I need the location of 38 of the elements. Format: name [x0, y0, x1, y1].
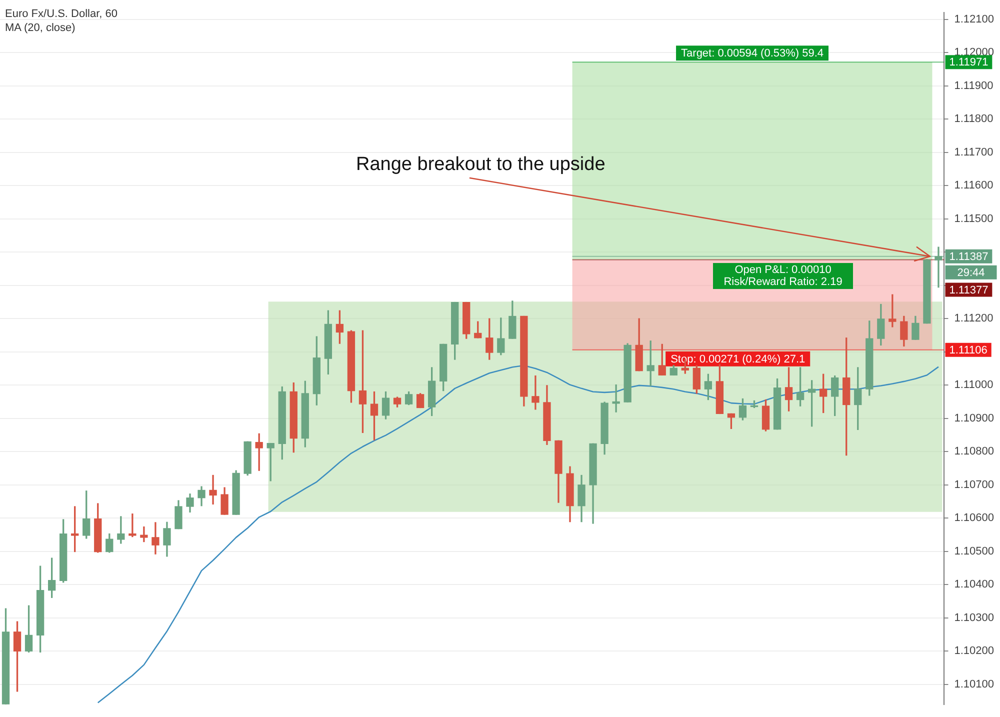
text: MA (20, close)	[5, 21, 76, 35]
ref-line-label: 1.11106	[949, 344, 988, 356]
candlestick	[140, 526, 148, 542]
chart-title: Euro Fx/U.S. Dollar, 60	[5, 7, 118, 21]
annotation: Range breakout to the upside	[356, 154, 606, 176]
y-tick-label: 1.11800	[954, 113, 994, 126]
annotation: Risk/Reward Ratio: 2.19	[722, 276, 844, 288]
info-box: Open P&L: 0.00010 Risk/Reward Ratio: 2.19	[713, 262, 854, 289]
y-tick-label: 1.10800	[954, 446, 994, 458]
ref-line-label: 1.11387	[949, 250, 988, 263]
y-tick-label: 1.10600	[954, 512, 994, 524]
y-tick-label: 1.11500	[954, 212, 994, 225]
candlestick	[152, 522, 160, 554]
y-tick-label: 1.12100	[954, 13, 994, 26]
y-tick-label: 1.11200	[954, 312, 994, 325]
y-tick-label: 1.10100	[954, 678, 994, 690]
candlestick	[934, 246, 942, 288]
y-tick-label: 1.10500	[954, 545, 994, 558]
band-label: Stop: 0.00271 (0.24%) 27.1	[670, 353, 806, 366]
y-tick-label: 1.10900	[954, 412, 994, 424]
y-tick-label: 1.10700	[954, 478, 994, 491]
candlestick	[532, 375, 540, 410]
text: 29:44	[957, 266, 985, 279]
y-tick-label: 1.11700	[954, 146, 994, 158]
y-tick-label: 1.10400	[954, 578, 994, 591]
candlestick	[128, 513, 136, 538]
y-tick-label: 1.10300	[954, 612, 994, 624]
ref-line-label: 1.11971	[949, 56, 988, 69]
y-tick-label: 1.10200	[954, 645, 994, 658]
candlestick	[612, 384, 620, 412]
y-tick-label: 1.11000	[954, 379, 994, 392]
candlestick	[209, 474, 217, 505]
annotation: Open P&L: 0.00010	[734, 264, 832, 276]
y-tick-label: 1.11900	[954, 80, 994, 92]
y-tick-label: 1.11600	[954, 180, 994, 192]
band-label: Target: 0.00594 (0.53%) 59.4	[681, 48, 824, 60]
ref-line-label: 1.11377	[949, 284, 988, 296]
candlestick	[888, 294, 896, 328]
